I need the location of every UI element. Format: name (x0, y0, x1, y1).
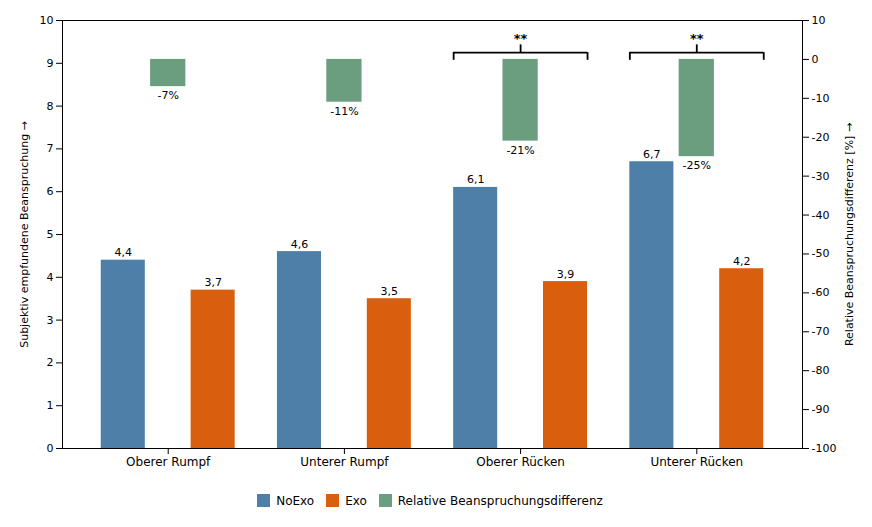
svg-text:-30: -30 (812, 170, 830, 183)
svg-text:-20: -20 (812, 131, 830, 144)
svg-text:10: 10 (40, 14, 54, 27)
svg-text:-10: -10 (812, 92, 830, 105)
svg-text:-50: -50 (812, 247, 830, 260)
svg-text:7: 7 (47, 142, 54, 155)
svg-text:4,2: 4,2 (733, 255, 751, 268)
svg-text:8: 8 (47, 100, 54, 113)
svg-text:3,9: 3,9 (557, 268, 575, 281)
svg-text:0: 0 (812, 53, 819, 66)
svg-text:9: 9 (47, 57, 54, 70)
svg-text:3,5: 3,5 (381, 285, 399, 298)
svg-text:Oberer Rücken: Oberer Rücken (476, 455, 565, 469)
svg-text:-100: -100 (812, 442, 837, 455)
svg-text:-70: -70 (812, 325, 830, 338)
svg-text:**: ** (690, 31, 704, 46)
svg-text:0: 0 (47, 442, 54, 455)
svg-text:3: 3 (47, 314, 54, 327)
svg-text:-80: -80 (812, 364, 830, 377)
svg-text:-60: -60 (812, 286, 830, 299)
svg-text:Relative Beanspruchungsdiffere: Relative Beanspruchungsdifferenz [%] → (843, 123, 856, 346)
svg-text:Unterer Rücken: Unterer Rücken (650, 455, 743, 469)
svg-text:-25%: -25% (683, 159, 711, 172)
svg-text:-21%: -21% (506, 144, 534, 157)
svg-text:4: 4 (47, 271, 54, 284)
html-text:Exo: Exo (345, 493, 367, 508)
svg-text:6,7: 6,7 (643, 148, 661, 161)
svg-text:10: 10 (812, 14, 826, 27)
svg-text:-40: -40 (812, 209, 830, 222)
svg-text:-90: -90 (812, 403, 830, 416)
svg-text:6: 6 (47, 185, 54, 198)
svg-text:1: 1 (47, 399, 54, 412)
svg-text:Oberer Rumpf: Oberer Rumpf (126, 455, 211, 469)
svg-text:3,7: 3,7 (204, 276, 222, 289)
svg-text:-7%: -7% (158, 89, 179, 102)
svg-text:Unterer Rumpf: Unterer Rumpf (300, 455, 389, 469)
html-text:Relative Beanspruchungsdiffere: Relative Beanspruchungsdifferenz (397, 493, 603, 508)
svg-text:4,6: 4,6 (291, 238, 309, 251)
svg-text:2: 2 (47, 356, 54, 369)
svg-text:4,4: 4,4 (115, 246, 132, 259)
svg-text:5: 5 (47, 228, 54, 241)
svg-text:-11%: -11% (330, 105, 358, 118)
svg-text:Subjektiv empfundene Beanspruc: Subjektiv empfundene Beanspruchung → (18, 121, 31, 348)
html-text:NoExo: NoExo (276, 493, 315, 508)
svg-text:6,1: 6,1 (467, 173, 485, 186)
svg-text:**: ** (514, 31, 528, 46)
